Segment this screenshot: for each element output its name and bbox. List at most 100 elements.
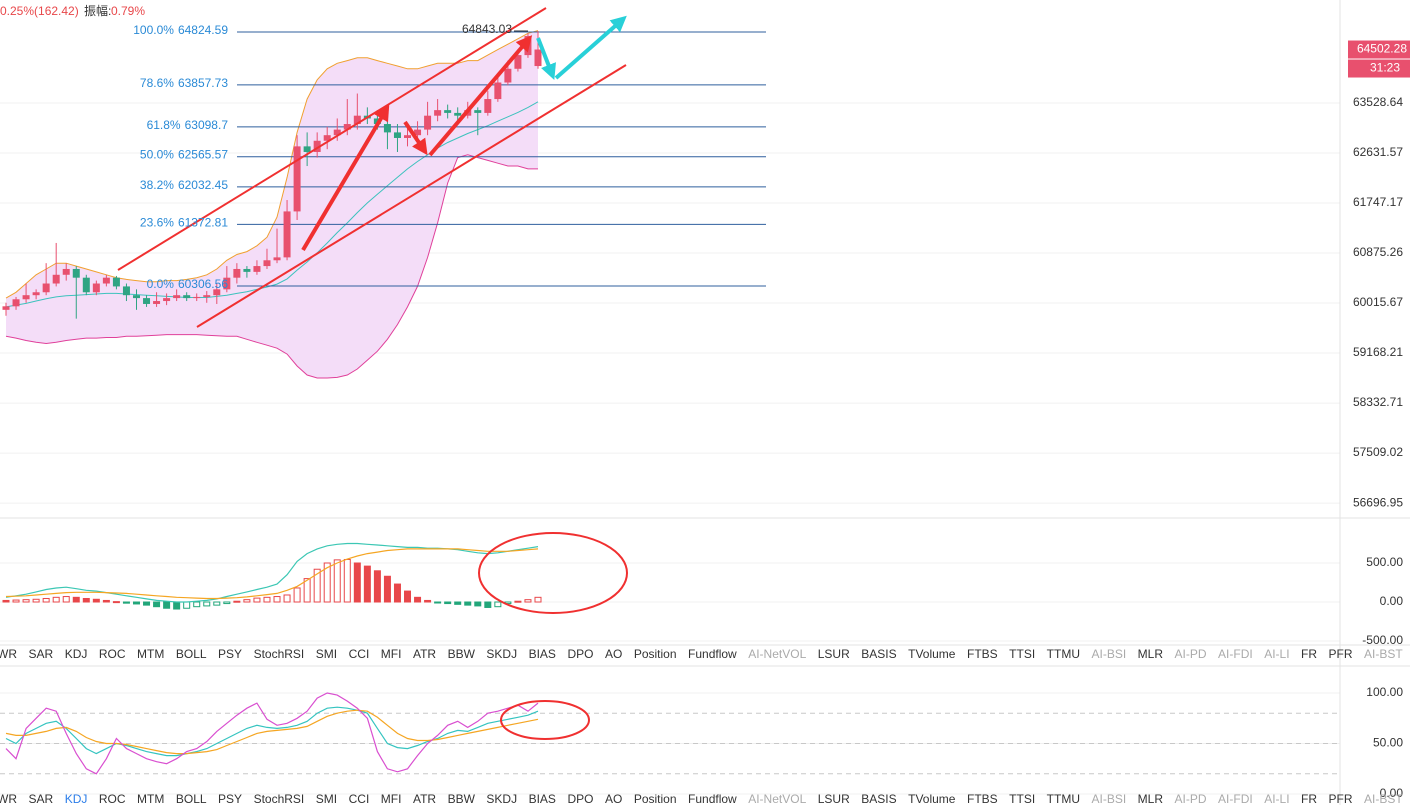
indicator-tab[interactable]: AI-BSI	[1091, 792, 1126, 805]
indicator-tab[interactable]: KDJ	[65, 647, 88, 661]
indicator-tab[interactable]: ATR	[413, 647, 436, 661]
candle-body	[293, 146, 301, 212]
indicator-tab[interactable]: PFR	[1329, 792, 1353, 805]
indicator-tab[interactable]: FTBS	[967, 647, 998, 661]
indicator-tab[interactable]: PSY	[218, 647, 242, 661]
histogram-bar	[404, 590, 412, 603]
indicator-tab[interactable]: PSY	[218, 792, 242, 805]
indicator-tab[interactable]: TVolume	[908, 647, 956, 661]
histogram-bar	[122, 601, 130, 604]
indicator-tab[interactable]: PFR	[1329, 647, 1353, 661]
histogram-bar	[82, 597, 90, 603]
indicator-tab[interactable]: BBW	[448, 647, 476, 661]
indicator-tab[interactable]: BOLL	[176, 792, 207, 805]
indicator-tab[interactable]: SMI	[316, 647, 337, 661]
indicator-tab[interactable]: CCI	[349, 792, 370, 805]
countdown-box	[1348, 59, 1410, 78]
candle-body	[444, 110, 452, 113]
indicator-tab[interactable]: FTBS	[967, 792, 998, 805]
y-tick-label: 63528.64	[1353, 95, 1403, 109]
indicator-tab[interactable]: Position	[634, 647, 677, 661]
indicator-tab[interactable]: LSUR	[818, 792, 850, 805]
amplitude: 0.79%	[111, 4, 145, 18]
indicator-tab[interactable]: StochRSI	[254, 647, 305, 661]
indicator-tab[interactable]: TVolume	[908, 792, 956, 805]
indicator-tab[interactable]: AI-LI	[1264, 647, 1289, 661]
histogram-bar	[22, 599, 30, 603]
indicator-tab[interactable]: AI-FDI	[1218, 792, 1253, 805]
histogram-bar	[143, 601, 151, 606]
indicator-tab[interactable]: AI-BST	[1364, 792, 1403, 805]
indicator-tab[interactable]: Position	[634, 792, 677, 805]
indicator-tab[interactable]: FR	[1301, 647, 1317, 661]
histogram-bar	[494, 601, 502, 608]
indicator-tab[interactable]: TTMU	[1047, 792, 1080, 805]
indicator-tab[interactable]: TTMU	[1047, 647, 1080, 661]
candle-body	[203, 295, 211, 297]
indicator-tab[interactable]: WR	[0, 647, 17, 661]
indicator-tab[interactable]: MTM	[137, 647, 164, 661]
indicator-tab[interactable]: DPO	[567, 792, 593, 805]
indicator-tab[interactable]: BBW	[448, 792, 476, 805]
indicator-tab[interactable]: AI-BST	[1364, 647, 1403, 661]
indicator-tab[interactable]: AO	[605, 647, 622, 661]
histogram-bar	[52, 596, 60, 603]
fib-ratio: 100.0%	[133, 23, 174, 37]
histogram-bar	[243, 599, 251, 603]
indicator-line	[5, 706, 539, 757]
candle-body	[514, 55, 522, 69]
histogram-bar	[313, 568, 321, 603]
indicator-tab[interactable]: SAR	[29, 647, 54, 661]
indicator-tab[interactable]: MFI	[381, 647, 402, 661]
indicator-tab[interactable]: AI-PD	[1175, 792, 1207, 805]
indicator-tab[interactable]: BASIS	[861, 792, 896, 805]
candle-body	[213, 289, 221, 296]
fib-price: 63857.73	[178, 76, 228, 90]
indicator-tab[interactable]: AI-NetVOL	[748, 647, 806, 661]
indicator-tab[interactable]: AI-PD	[1175, 647, 1207, 661]
indicator-tab[interactable]: MLR	[1138, 792, 1164, 805]
y-tick-label: 60015.67	[1353, 295, 1403, 309]
indicator-tab[interactable]: SMI	[316, 792, 337, 805]
histogram-bar	[12, 599, 20, 603]
indicator-tab[interactable]: MTM	[137, 792, 164, 805]
y-tick-label: 60875.26	[1353, 245, 1403, 259]
histogram-bar	[112, 601, 120, 604]
indicator-tab[interactable]: FR	[1301, 792, 1317, 805]
indicator-tab[interactable]: MLR	[1138, 647, 1164, 661]
indicator-tab[interactable]: ROC	[99, 792, 126, 805]
indicator-tab[interactable]: TTSI	[1009, 647, 1035, 661]
indicator-tab[interactable]: TTSI	[1009, 792, 1035, 805]
data-layer	[2, 30, 1410, 775]
indicator-tab[interactable]: ROC	[99, 647, 126, 661]
indicator-tab[interactable]: AI-FDI	[1218, 647, 1253, 661]
indicator-tab[interactable]: MFI	[381, 792, 402, 805]
indicator-tab[interactable]: CCI	[349, 647, 370, 661]
indicator-tab[interactable]: Fundflow	[688, 792, 737, 805]
indicator-tab[interactable]: BIAS	[529, 792, 556, 805]
indicator-tab[interactable]: DPO	[567, 647, 593, 661]
candle-body	[12, 299, 20, 307]
indicator-tab[interactable]: BOLL	[176, 647, 207, 661]
histogram-bar	[464, 601, 472, 606]
indicator-tab[interactable]: AO	[605, 792, 622, 805]
indicator-tab[interactable]: SKDJ	[486, 792, 517, 805]
indicator-tab[interactable]: ATR	[413, 792, 436, 805]
indicator-tab[interactable]: AI-LI	[1264, 792, 1289, 805]
indicator-tab[interactable]: Fundflow	[688, 647, 737, 661]
indicator-tab[interactable]: SAR	[29, 792, 54, 805]
indicator-tab[interactable]: WR	[0, 792, 17, 805]
indicator-tab[interactable]: BASIS	[861, 647, 896, 661]
indicator-tab[interactable]: AI-BSI	[1091, 647, 1126, 661]
indicator-tab[interactable]: AI-NetVOL	[748, 792, 806, 805]
last-price-box	[1348, 40, 1410, 59]
indicator-tab[interactable]: StochRSI	[254, 792, 305, 805]
fib-price: 62565.57	[178, 148, 228, 162]
indicator-tab[interactable]: LSUR	[818, 647, 850, 661]
indicator-tab[interactable]: SKDJ	[486, 647, 517, 661]
fib-price: 60306.56	[178, 277, 228, 291]
histogram-bar	[293, 587, 301, 603]
indicator-tab[interactable]: KDJ	[65, 792, 88, 805]
indicator-tab[interactable]: BIAS	[529, 647, 556, 661]
